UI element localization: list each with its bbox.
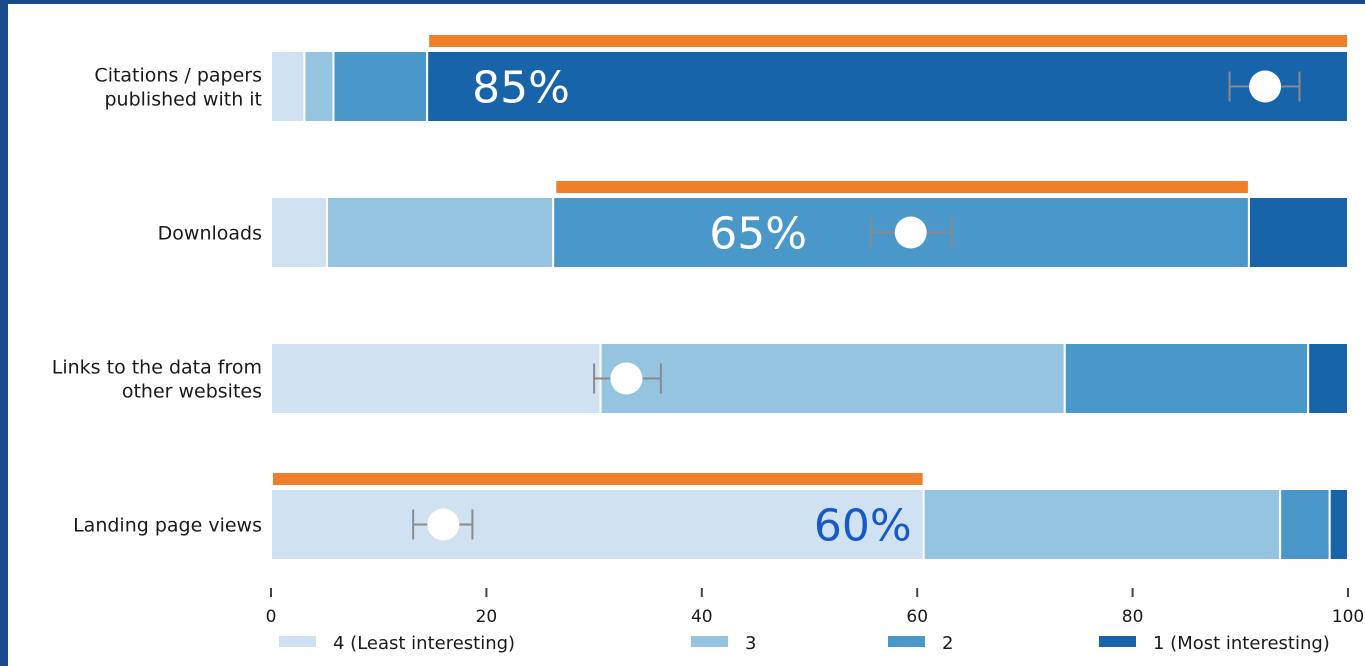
bar-segment — [270, 196, 329, 269]
bar-segment — [1247, 196, 1350, 269]
x-tick-label: 0 — [266, 607, 277, 627]
mean-marker — [1249, 70, 1282, 103]
legend-swatch — [888, 636, 925, 647]
bar-segment — [1063, 342, 1310, 415]
x-tick-label: 80 — [1122, 607, 1144, 627]
bar-segment — [332, 50, 429, 123]
bar-segment — [270, 342, 602, 415]
bar-segment — [922, 488, 1282, 561]
x-tick-label: 60 — [906, 607, 928, 627]
legend-label: 1 (Most interesting) — [1153, 633, 1330, 654]
category-label: Landing page views — [73, 515, 262, 537]
x-tick-label: 40 — [691, 607, 713, 627]
bar-segment — [270, 50, 306, 123]
legend-swatch — [1099, 636, 1136, 647]
mean-marker — [894, 216, 927, 249]
bar-segment — [1328, 488, 1350, 561]
bar-segment — [426, 50, 1350, 123]
bar-segment — [1279, 488, 1331, 561]
highlight-bar — [556, 181, 1248, 193]
mean-marker — [610, 362, 643, 395]
category-label: Citations / papers published with it — [94, 65, 262, 111]
highlight-bar — [429, 35, 1347, 47]
legend-label: 3 — [745, 633, 756, 654]
legend-label: 4 (Least interesting) — [333, 633, 515, 654]
legend-label: 2 — [942, 633, 953, 654]
bar-segment — [1307, 342, 1349, 415]
highlight-percent-label: 65% — [709, 209, 807, 260]
x-tick-label: 100 — [1332, 607, 1364, 627]
highlight-bar — [273, 473, 923, 485]
legend-swatch — [691, 636, 728, 647]
legend-swatch — [279, 636, 316, 647]
bar-segment — [599, 342, 1066, 415]
highlight-percent-label: 60% — [814, 501, 912, 552]
x-tick-label: 20 — [476, 607, 498, 627]
highlight-percent-label: 85% — [472, 63, 570, 114]
category-label: Links to the data from other websites — [52, 357, 262, 403]
bar-segment — [303, 50, 335, 123]
bar-segment — [326, 196, 555, 269]
chart-panel: 85% Citations / papers published with it 65… — [8, 4, 1365, 666]
category-label: Downloads — [158, 223, 262, 245]
stacked-bar-chart: 85% Citations / papers published with it 65… — [52, 35, 1364, 654]
bar-segment — [270, 488, 925, 561]
mean-marker — [427, 508, 460, 541]
